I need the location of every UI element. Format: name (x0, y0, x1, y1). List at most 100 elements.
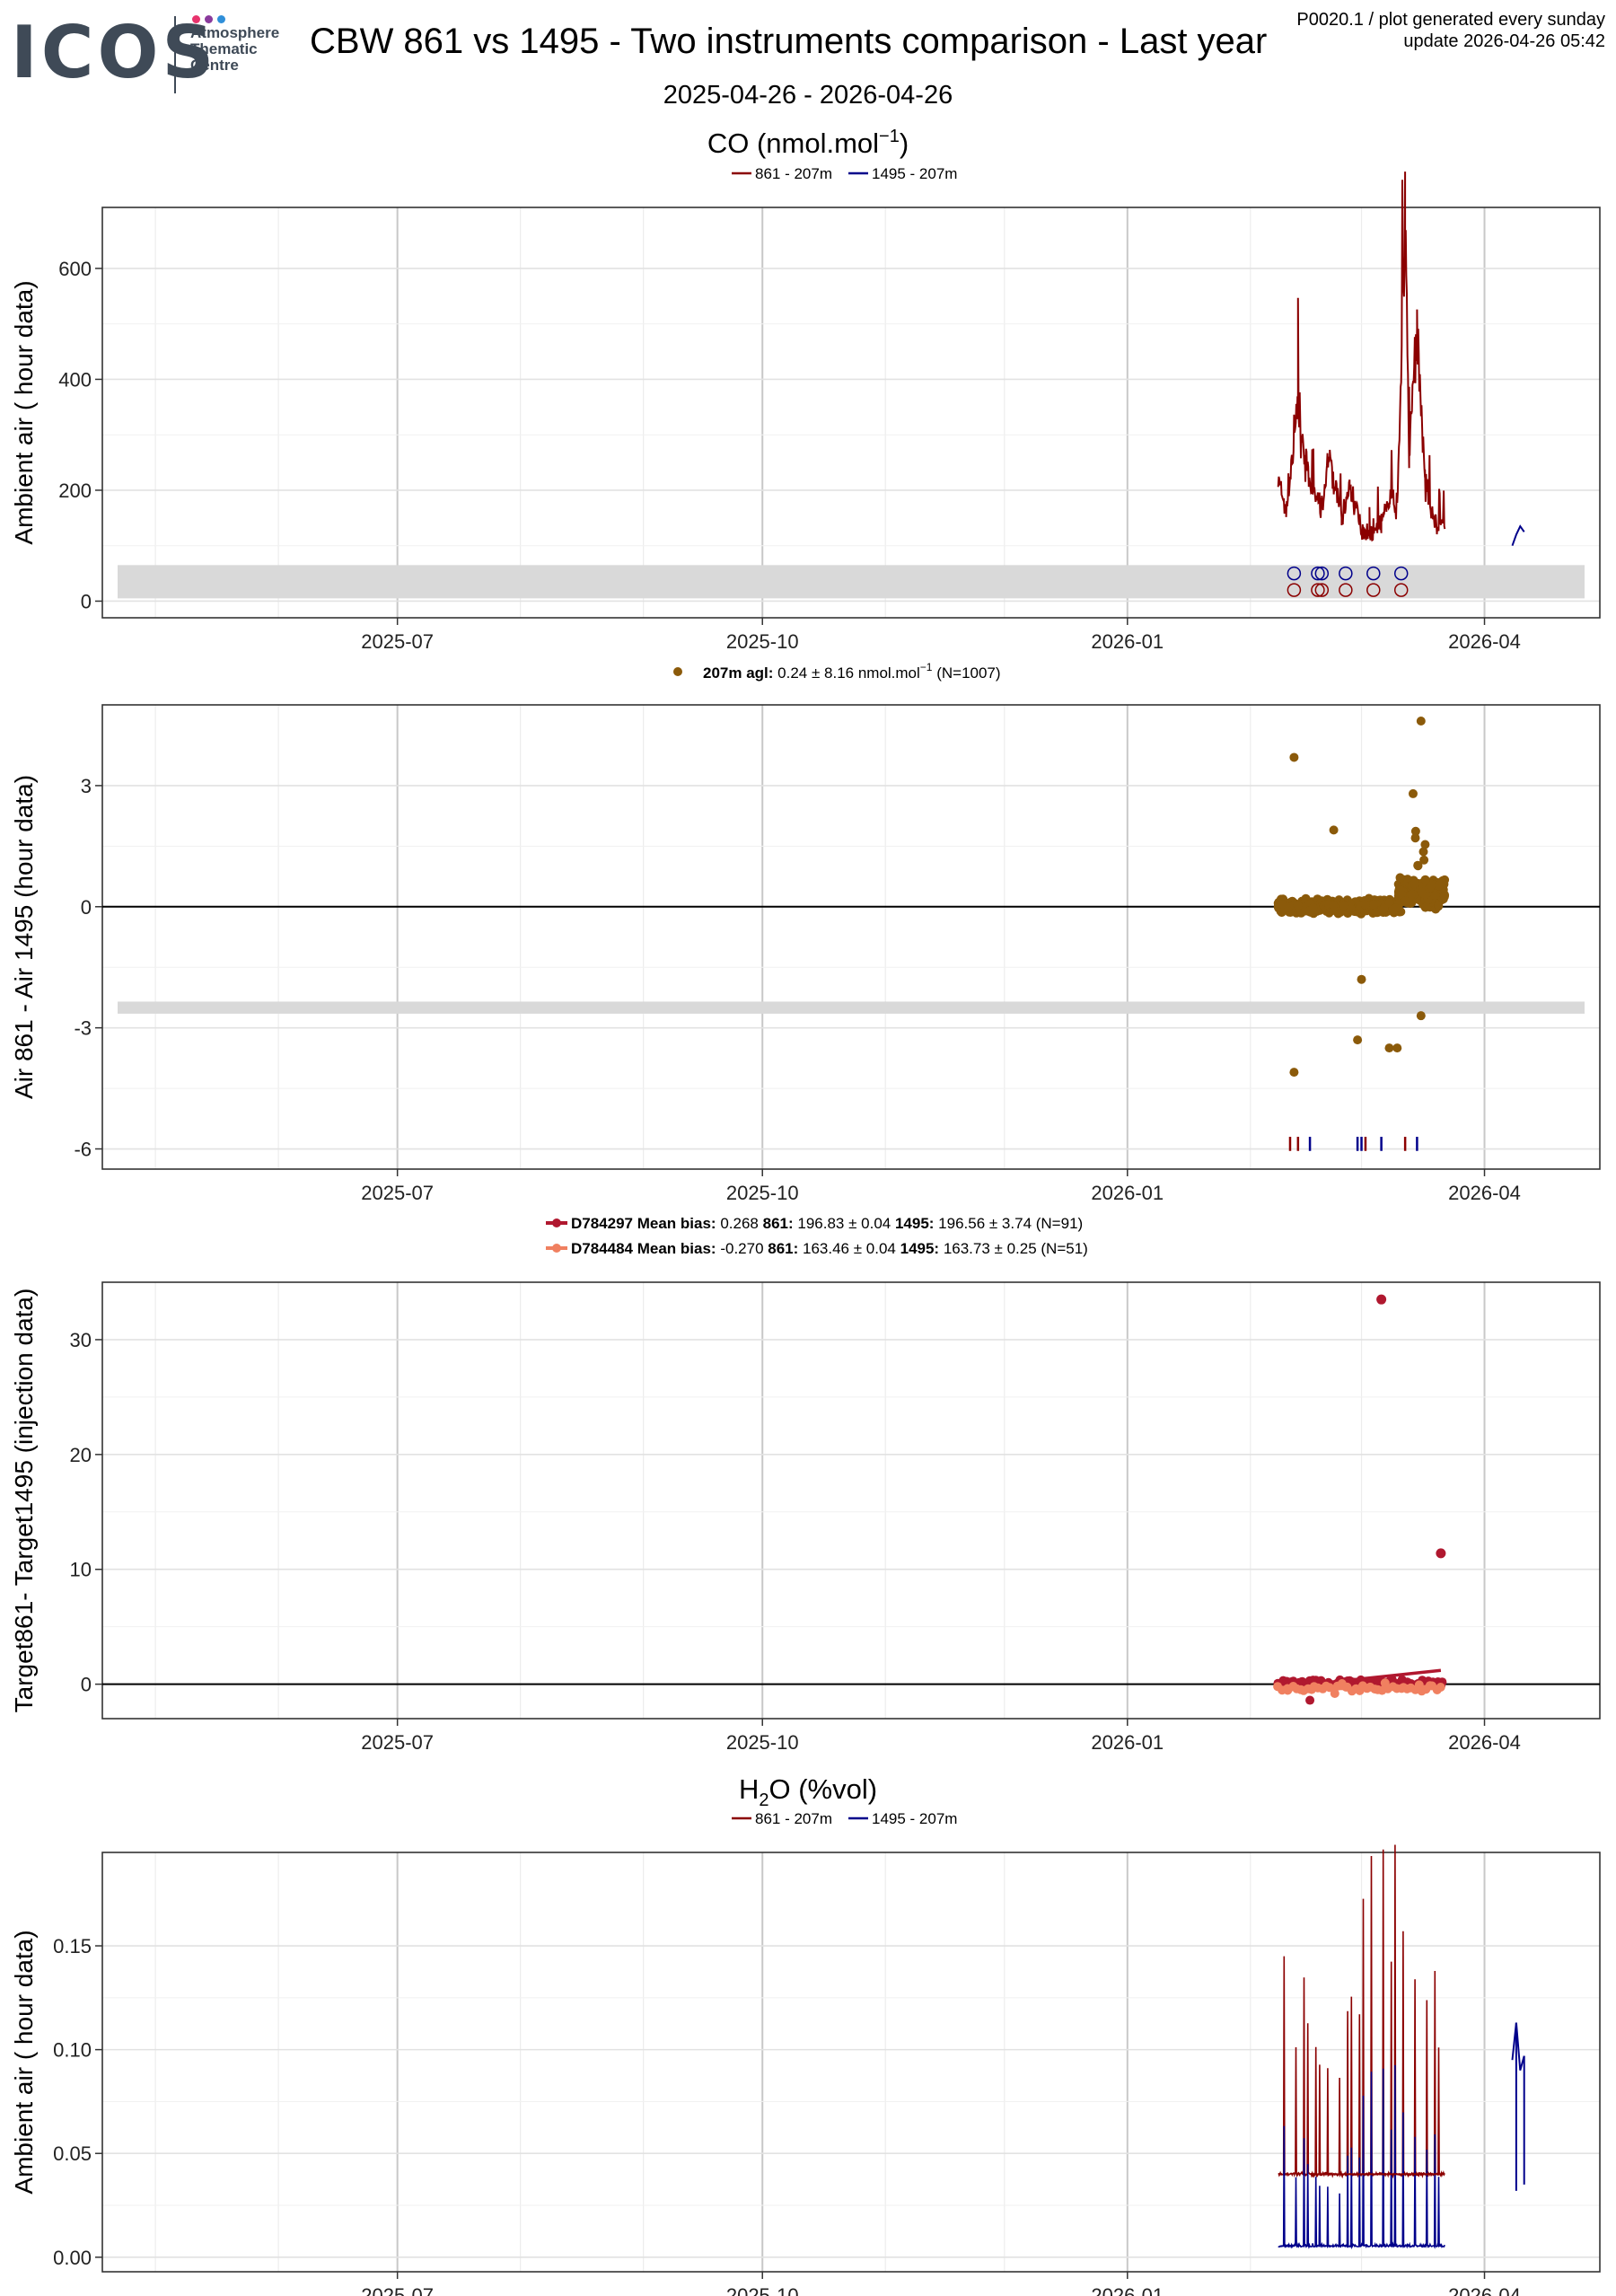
y-axis-label: Air 861 - Air 1495 (hour data) (10, 775, 38, 1099)
diff-point (1420, 840, 1430, 849)
y-tick-label: 0.05 (53, 2142, 92, 2165)
trend-line (1278, 1668, 1442, 1690)
diff-point (1360, 900, 1370, 910)
diff-point (1410, 879, 1419, 889)
y-tick-label: 0 (81, 896, 92, 919)
diff-point (1421, 902, 1431, 912)
diff-outlier (1289, 752, 1299, 762)
diff-point (1413, 860, 1423, 870)
diff-point (1293, 901, 1303, 910)
x-tick-label: 2025-07 (361, 1182, 434, 1204)
diff-point (1401, 896, 1410, 906)
trend-line (1278, 1685, 1441, 1692)
y-tick-label: 0.00 (53, 2247, 92, 2269)
h2o-title: H2O (%vol)861 - 207m 1495 - 207m (732, 1773, 957, 1827)
diff-point (1395, 873, 1405, 883)
legend-dot (552, 1244, 561, 1253)
calib-marker-1495 (1339, 566, 1353, 581)
x-tick-label: 2026-01 (1091, 630, 1164, 653)
plot-border (101, 704, 1601, 1170)
update-info: P0020.1 / plot generated every sunday up… (1296, 9, 1605, 52)
diff-point (1420, 875, 1430, 884)
calib-marker-861 (1287, 583, 1302, 597)
flag-band (118, 1001, 1585, 1014)
diff-point (1339, 901, 1348, 910)
y-tick-label: 400 (58, 368, 92, 391)
legend-text: 207m agl: 0.24 ± 8.16 nmol.mol−1 (N=1007… (703, 661, 1001, 682)
plot-border (101, 1852, 1601, 2273)
plot-panel: 0 10 20 30 2025-07 2025-10 2026-01 2026-04 Targe… (10, 1281, 1601, 1754)
series-1495-line (1511, 524, 1525, 547)
diff-point (1379, 903, 1389, 913)
diff-point (1329, 901, 1339, 910)
y-tick-label: 600 (58, 258, 92, 280)
plot-area (102, 1282, 1600, 1719)
target-point (1305, 1695, 1315, 1705)
x-tick-label: 2026-04 (1448, 2284, 1521, 2296)
target-point (1330, 1689, 1339, 1698)
y-axis-label: Target861- Target1495 (injection data) (10, 1289, 38, 1713)
logo-sub-line: Thematic (190, 40, 258, 57)
logo-subtitle: Atmosphere Thematic Centre (190, 25, 279, 74)
update-timestamp: update 2026-04-26 05:42 (1403, 31, 1605, 51)
flag-band (118, 565, 1585, 599)
diff-point (1426, 881, 1436, 891)
logo-divider (174, 16, 176, 93)
y-tick-label: 10 (70, 1559, 92, 1581)
y-axis-label: Ambient air ( hour data) (10, 1930, 38, 2194)
x-tick-label: 2025-10 (726, 630, 799, 653)
h2o-section-title: H2O (%vol) (739, 1773, 877, 1810)
diff-point (1417, 887, 1427, 897)
y-tick-label: 30 (70, 1329, 92, 1351)
co-section-title: CO (nmol.mol−1) (707, 127, 909, 159)
legend-dot (673, 667, 682, 676)
legend-label: 861 - 207m (755, 1810, 832, 1827)
target-outlier (1436, 1548, 1446, 1559)
target-legend: D784297 Mean bias: 0.268 861: 196.83 ± 0… (546, 1215, 1088, 1257)
y-tick-label: -3 (74, 1017, 92, 1040)
diff-outlier (1384, 1043, 1394, 1053)
diff-outlier (1353, 1035, 1363, 1045)
co-title: CO (nmol.mol−1) 861 - 207m 1495 - 207m (707, 127, 958, 182)
y-tick-label: -6 (74, 1139, 92, 1161)
x-tick-label: 2025-07 (361, 2284, 434, 2296)
calib-marker-861 (1314, 583, 1330, 597)
calib-marker-1495 (1311, 566, 1325, 581)
calib-marker-1495 (1314, 566, 1330, 581)
diff-legend: 207m agl: 0.24 ± 8.16 nmol.mol−1 (N=1007… (673, 661, 1001, 682)
logo-dot (192, 15, 200, 23)
page-title: CBW 861 vs 1495 - Two instruments compar… (310, 22, 1268, 61)
logo-sub-line: Centre (190, 57, 239, 74)
diff-point (1410, 826, 1420, 836)
x-tick-label: 2026-01 (1091, 1731, 1164, 1754)
diff-point (1388, 904, 1398, 914)
series-861-line (1277, 172, 1446, 542)
plot-border (101, 207, 1601, 619)
logo-sub-line: Atmosphere (190, 24, 280, 41)
x-tick-label: 2025-07 (361, 630, 434, 653)
plot-border (101, 1281, 1601, 1720)
y-tick-label: 0.15 (53, 1935, 92, 1957)
y-axis-label: Ambient air ( hour data) (10, 280, 38, 544)
legend-text: D784297 Mean bias: 0.268 861: 196.83 ± 0… (571, 1215, 1083, 1232)
x-tick-label: 2026-04 (1448, 1731, 1521, 1754)
diff-outlier (1357, 974, 1366, 984)
header: ICOS Atmosphere Thematic Centre CBW 861 … (0, 0, 1616, 126)
y-tick-label: 200 (58, 479, 92, 502)
plot-panel: 0.00 0.05 0.10 0.15 2025-07 2025-10 2026-01 202… (10, 1844, 1601, 2296)
calib-marker-1495 (1366, 566, 1381, 581)
diff-point (1419, 855, 1429, 865)
calib-marker-1495 (1393, 566, 1409, 581)
diff-outlier (1289, 1068, 1299, 1078)
legend-label: 1495 - 207m (872, 165, 957, 182)
legend-label: 1495 - 207m (872, 1810, 957, 1827)
x-tick-label: 2025-10 (726, 1182, 799, 1204)
series-1495-recent (1511, 2022, 1525, 2071)
plot-id-text: P0020.1 / plot generated every sunday (1296, 10, 1605, 30)
x-tick-label: 2026-01 (1091, 1182, 1164, 1204)
logo-dot (217, 15, 225, 23)
y-tick-label: 0.10 (53, 2039, 92, 2062)
x-tick-label: 2026-04 (1448, 1182, 1521, 1204)
x-tick-label: 2025-07 (361, 1731, 434, 1754)
